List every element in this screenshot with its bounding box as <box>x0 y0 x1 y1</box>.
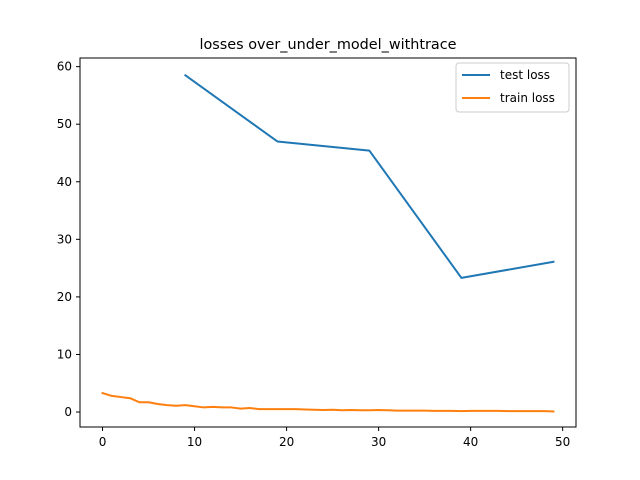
legend: test loss train loss <box>455 62 570 113</box>
legend-label-0: test loss <box>500 68 550 82</box>
y-tick-label: 60 <box>57 60 72 74</box>
y-tick-label: 40 <box>57 175 72 189</box>
series-line-0 <box>183 73 555 279</box>
y-tick-label: 0 <box>64 405 72 419</box>
plot-area <box>101 73 555 413</box>
series-line-1 <box>101 391 555 413</box>
x-tick-label: 50 <box>555 435 570 449</box>
x-tick-label: 40 <box>463 435 478 449</box>
y-tick-label: 30 <box>57 232 72 246</box>
axes: 0 10 20 30 40 50 0 10 20 30 40 50 60 <box>57 57 577 449</box>
y-tick-label: 50 <box>57 117 72 131</box>
x-tick-label: 20 <box>279 435 294 449</box>
chart-title: losses over_under_model_withtrace <box>199 37 456 53</box>
legend-label-1: train loss <box>500 91 555 105</box>
x-tick-label: 30 <box>371 435 386 449</box>
y-tick-label: 20 <box>57 290 72 304</box>
axes-frame <box>79 57 577 428</box>
x-tick-label: 0 <box>99 435 107 449</box>
x-tick-label: 10 <box>187 435 202 449</box>
y-tick-label: 10 <box>57 347 72 361</box>
